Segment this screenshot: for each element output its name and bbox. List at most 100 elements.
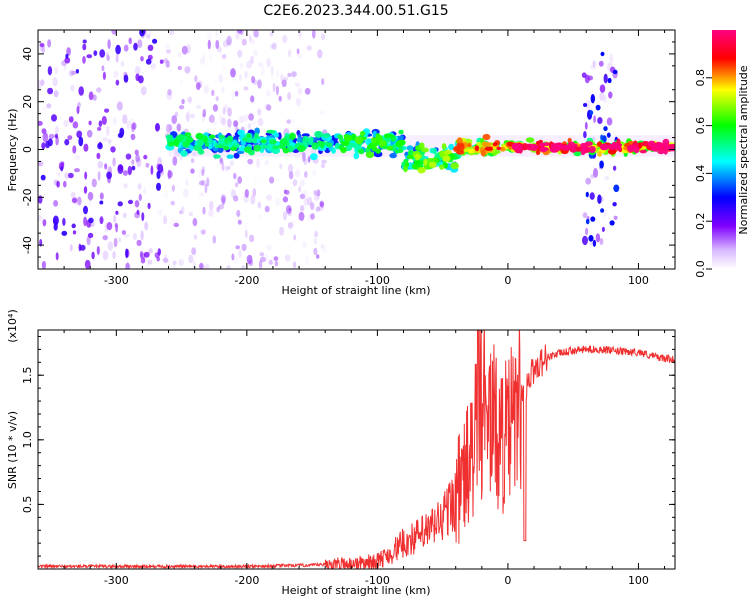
snr-y-axis-label: SNR (10 * v/v) xyxy=(6,411,19,489)
spectral-point xyxy=(593,115,596,123)
spectral-point xyxy=(266,58,271,67)
colorbar-tick-label: 0.6 xyxy=(694,117,707,135)
spectral-point xyxy=(535,149,541,156)
snr-frame xyxy=(37,329,676,570)
spectral-point xyxy=(484,146,494,151)
spectral-point xyxy=(604,176,610,181)
spectral-point xyxy=(293,234,297,241)
spectral-point xyxy=(102,250,109,261)
spectral-point xyxy=(88,217,94,224)
spectral-point xyxy=(184,142,189,146)
spectral-point xyxy=(633,146,640,154)
spectral-point xyxy=(63,119,69,128)
spectral-point xyxy=(287,163,294,174)
spectral-point xyxy=(64,57,71,64)
spectral-point xyxy=(38,215,43,222)
spectral-point xyxy=(123,233,130,238)
spectral-point xyxy=(147,259,153,265)
spectral-point xyxy=(107,241,114,251)
spectral-point xyxy=(260,139,268,144)
spectral-point xyxy=(581,72,587,78)
spectral-point xyxy=(181,98,185,105)
spectral-point xyxy=(107,138,112,144)
spectral-point xyxy=(165,60,170,68)
snr-y-ticks: 0.5 1.0 1.5 xyxy=(21,335,675,557)
spectral-point xyxy=(279,163,283,169)
spectral-point xyxy=(484,142,492,146)
spectral-point xyxy=(260,67,265,77)
spectral-point xyxy=(65,53,69,59)
spectral-point xyxy=(282,211,288,221)
y-tick-label: 40 xyxy=(21,47,34,61)
spectral-point xyxy=(113,70,119,78)
spectral-point xyxy=(258,260,263,269)
spectral-point xyxy=(84,171,88,180)
spectral-point xyxy=(331,147,336,154)
spectral-point xyxy=(63,180,67,188)
spectral-point xyxy=(555,145,562,152)
spectral-point xyxy=(359,130,366,137)
spectral-point xyxy=(243,86,249,91)
spectral-point xyxy=(229,160,234,167)
spectral-point xyxy=(598,60,604,67)
spectral-point xyxy=(442,155,451,163)
spectral-point xyxy=(208,114,215,124)
spectral-point xyxy=(127,165,132,176)
spectral-point xyxy=(55,252,59,261)
spectral-point xyxy=(312,30,316,39)
spectral-point xyxy=(167,88,172,96)
spectral-point xyxy=(371,146,378,152)
spectral-point xyxy=(202,52,206,61)
spectral-point xyxy=(233,152,240,159)
spectral-point xyxy=(310,153,318,161)
spectral-point xyxy=(310,213,315,220)
snr-plot-area xyxy=(38,330,675,569)
spectral-point xyxy=(269,140,278,145)
spectral-point xyxy=(197,139,204,146)
spectral-point xyxy=(204,183,208,194)
spectral-point xyxy=(287,222,293,229)
spectral-point xyxy=(227,118,232,128)
spectral-point xyxy=(320,141,325,149)
spectral-point xyxy=(230,68,236,78)
spectral-point xyxy=(247,158,254,165)
spectral-point xyxy=(68,172,74,179)
spectral-point xyxy=(66,47,71,56)
spectral-point xyxy=(663,143,670,150)
spectral-point xyxy=(274,260,279,267)
spectral-point xyxy=(180,150,188,157)
spectral-point xyxy=(589,241,593,246)
spectral-point xyxy=(341,140,350,146)
spectral-point xyxy=(288,132,296,140)
spectral-point xyxy=(259,252,265,257)
spectral-point xyxy=(215,39,220,50)
chart-title: C2E6.2023.344.00.51.G15 xyxy=(263,3,448,19)
spectral-point xyxy=(133,42,138,51)
spectral-point xyxy=(406,145,414,151)
spectral-point xyxy=(582,212,588,219)
spectral-point xyxy=(211,89,215,97)
spectral-point xyxy=(144,221,149,231)
spectral-point xyxy=(116,101,123,111)
spectral-point xyxy=(82,56,86,64)
spectral-point xyxy=(170,200,175,206)
spectral-point xyxy=(403,165,408,173)
spectral-point xyxy=(184,132,192,138)
spectral-point xyxy=(300,205,305,212)
spectral-point xyxy=(221,54,227,59)
spectral-point xyxy=(226,165,231,170)
spectral-point xyxy=(70,70,77,76)
spectral-point xyxy=(298,186,302,193)
spectral-point xyxy=(250,55,254,65)
spectral-point xyxy=(97,171,101,181)
spectral-point xyxy=(419,142,425,149)
spectral-point xyxy=(215,96,219,102)
spectral-point xyxy=(597,194,602,204)
spectral-point xyxy=(257,62,264,68)
spectral-point xyxy=(140,56,144,62)
spectral-point xyxy=(295,97,302,107)
spectral-point xyxy=(423,158,428,166)
colorbar-gradient xyxy=(712,30,736,269)
spectral-point xyxy=(122,114,128,124)
